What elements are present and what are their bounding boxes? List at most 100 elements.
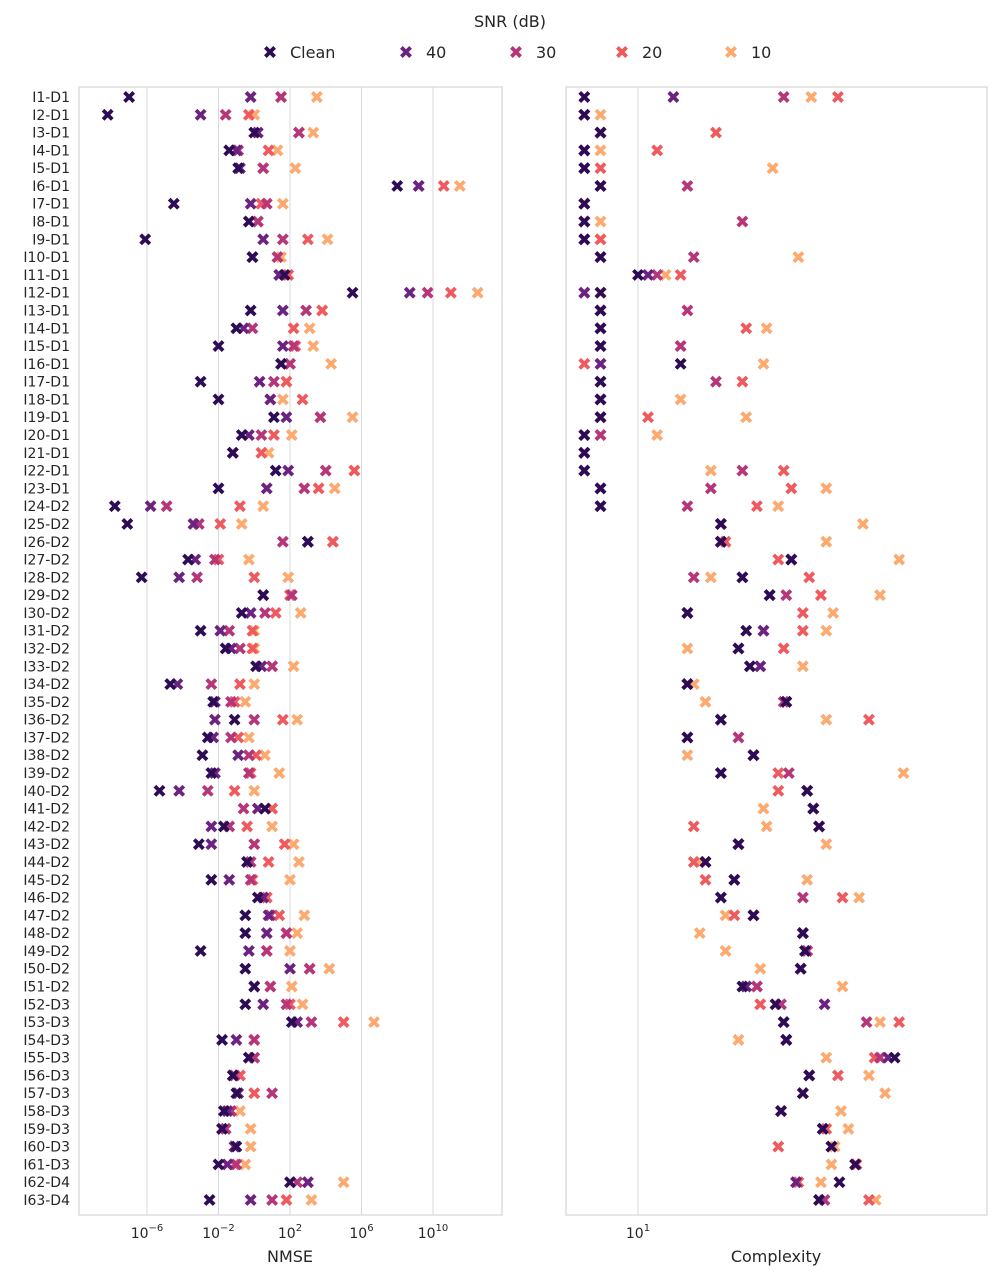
point-s20 xyxy=(262,856,275,868)
point-s30 xyxy=(736,464,749,477)
point-s40 xyxy=(187,518,200,530)
point-s20 xyxy=(674,268,687,281)
point-clean xyxy=(681,731,694,744)
row-label: I42-D2 xyxy=(23,819,70,835)
point-s30 xyxy=(710,375,722,388)
point-clean xyxy=(825,1140,838,1153)
point-s10 xyxy=(681,749,694,762)
point-clean xyxy=(732,838,745,851)
point-clean xyxy=(201,731,214,744)
point-s20 xyxy=(736,375,749,388)
point-s10 xyxy=(856,518,869,530)
point-clean xyxy=(681,678,694,691)
point-s30 xyxy=(257,162,270,175)
point-s10 xyxy=(732,1033,745,1046)
point-s10 xyxy=(681,642,694,655)
point-s30 xyxy=(225,695,237,708)
point-clean xyxy=(807,802,820,815)
point-s10 xyxy=(754,962,767,975)
point-s10 xyxy=(693,927,706,940)
point-s10 xyxy=(814,1176,827,1189)
point-s20 xyxy=(796,624,809,637)
legend-marker-s10 xyxy=(725,46,737,58)
complexity-axis-title: Complexity xyxy=(731,1247,821,1266)
point-clean xyxy=(732,642,745,655)
row-label: I41-D2 xyxy=(23,802,70,818)
row-label: I7-D1 xyxy=(32,197,70,213)
point-s30 xyxy=(234,642,246,655)
point-s20 xyxy=(269,606,282,619)
point-clean xyxy=(391,180,404,192)
point-clean xyxy=(578,446,591,459)
point-s30 xyxy=(267,375,280,388)
point-s20 xyxy=(594,162,607,175)
point-s40 xyxy=(301,1176,314,1189)
point-s40 xyxy=(284,962,296,975)
point-clean xyxy=(239,962,252,975)
point-s30 xyxy=(242,749,255,762)
point-clean xyxy=(736,980,749,993)
point-clean xyxy=(217,1105,230,1117)
point-s30 xyxy=(284,357,296,370)
point-s20 xyxy=(262,144,275,157)
point-s30 xyxy=(219,108,232,121)
point-s30 xyxy=(285,589,298,602)
point-s10 xyxy=(862,1069,875,1082)
point-s10 xyxy=(820,535,833,548)
row-label: I18-D1 xyxy=(23,392,70,408)
point-clean xyxy=(578,197,591,210)
point-s10 xyxy=(796,660,809,673)
x-tick-label: 10−6 xyxy=(131,1223,164,1242)
point-s30 xyxy=(160,500,173,513)
plot-area xyxy=(565,86,988,1216)
point-s20 xyxy=(280,1194,293,1206)
legend-marker-s30 xyxy=(510,46,522,58)
row-label: I53-D3 xyxy=(23,1015,70,1031)
point-s10 xyxy=(874,1016,886,1029)
point-s20 xyxy=(248,1087,261,1100)
x-tick-label: 10−2 xyxy=(202,1223,235,1242)
point-clean xyxy=(108,500,121,513)
point-clean xyxy=(212,482,225,495)
point-s30 xyxy=(736,215,749,228)
point-clean xyxy=(242,1051,255,1064)
point-s30 xyxy=(303,962,316,975)
point-clean xyxy=(801,784,814,797)
row-label: I26-D2 xyxy=(23,535,70,551)
point-clean xyxy=(769,998,782,1011)
point-clean xyxy=(594,482,607,495)
row-label: I46-D2 xyxy=(23,891,70,907)
point-s10 xyxy=(594,108,607,121)
point-s20 xyxy=(246,624,259,637)
point-clean xyxy=(578,233,591,246)
point-s10 xyxy=(276,197,289,210)
point-clean xyxy=(796,927,809,940)
point-s10 xyxy=(893,553,906,566)
point-clean xyxy=(301,535,314,548)
point-s10 xyxy=(594,215,607,228)
point-s20 xyxy=(280,375,293,388)
point-clean xyxy=(205,873,218,886)
legend-entry-s40: 40 xyxy=(400,43,446,62)
point-s20 xyxy=(337,1016,350,1029)
legend-entry-s10: 10 xyxy=(725,43,771,62)
point-s30 xyxy=(260,944,273,957)
point-s30 xyxy=(292,126,305,139)
point-clean xyxy=(775,1105,787,1117)
point-s20 xyxy=(578,357,591,370)
point-clean xyxy=(284,1176,296,1189)
point-clean xyxy=(578,429,591,441)
point-clean xyxy=(230,322,243,335)
point-s10 xyxy=(704,464,717,477)
point-s10 xyxy=(874,589,886,602)
point-s20 xyxy=(316,304,329,317)
point-s30 xyxy=(244,873,257,886)
point-s10 xyxy=(305,1194,318,1206)
point-s40 xyxy=(264,393,277,406)
point-clean xyxy=(578,162,591,175)
row-label: I57-D3 xyxy=(23,1086,70,1102)
row-label: I34-D2 xyxy=(23,677,70,693)
point-s30 xyxy=(248,713,261,726)
point-s10 xyxy=(757,357,770,370)
